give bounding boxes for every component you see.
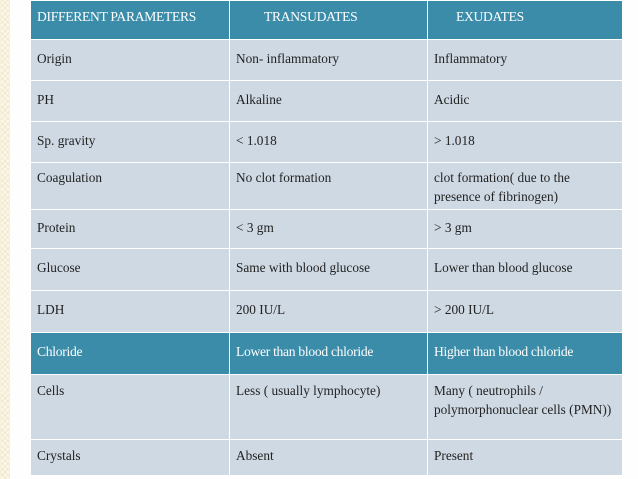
cell-transudates: < 1.018 — [229, 121, 428, 163]
cell-exudates: > 3 gm — [427, 209, 623, 249]
cell-transudates: Less ( usually lymphocyte) — [229, 374, 428, 440]
table-row-coagulation: Coagulation No clot formation clot forma… — [30, 162, 623, 210]
cell-transudates: < 3 gm — [229, 209, 428, 249]
cell-exudates: Inflammatory — [427, 39, 623, 81]
cell-exudates: Lower than blood glucose — [427, 248, 623, 291]
table-row-ldh: LDH 200 IU/L > 200 IU/L — [30, 290, 623, 333]
cell-transudates: No clot formation — [229, 162, 428, 210]
header-parameters: DIFFERENT PARAMETERS — [30, 0, 230, 40]
cell-exudates: clot formation( due to the presence of f… — [427, 162, 623, 210]
cell-parameter: Glucose — [30, 248, 230, 291]
cell-parameter: Origin — [30, 39, 230, 81]
cell-parameter: Crystals — [30, 439, 230, 476]
table-row-glucose: Glucose Same with blood glucose Lower th… — [30, 248, 623, 291]
cell-transudates: 200 IU/L — [229, 290, 428, 333]
table-row-ph: PH Alkaline Acidic — [30, 80, 623, 122]
table-row-cells: Cells Less ( usually lymphocyte) Many ( … — [30, 374, 623, 440]
cell-parameter: Cells — [30, 374, 230, 440]
cell-exudates: Present — [427, 439, 623, 476]
slide-panel: DIFFERENT PARAMETERS TRANSUDATES EXUDATE… — [10, 0, 638, 479]
cell-parameter: Protein — [30, 209, 230, 249]
header-exudates: EXUDATES — [427, 0, 623, 40]
header-transudates: TRANSUDATES — [229, 0, 428, 40]
table-row-protein: Protein < 3 gm > 3 gm — [30, 209, 623, 249]
table-header-row: DIFFERENT PARAMETERS TRANSUDATES EXUDATE… — [30, 0, 623, 40]
comparison-table: DIFFERENT PARAMETERS TRANSUDATES EXUDATE… — [30, 0, 623, 476]
cell-exudates: Higher than blood chloride — [427, 332, 623, 375]
cell-transudates: Same with blood glucose — [229, 248, 428, 291]
cell-parameter: Chloride — [30, 332, 230, 375]
cell-transudates: Non- inflammatory — [229, 39, 428, 81]
table-row-sp-gravity: Sp. gravity < 1.018 > 1.018 — [30, 121, 623, 163]
table-row-chloride: Chloride Lower than blood chloride Highe… — [30, 332, 623, 375]
cell-exudates: Acidic — [427, 80, 623, 122]
cell-parameter: Sp. gravity — [30, 121, 230, 163]
cell-parameter: Coagulation — [30, 162, 230, 210]
cell-transudates: Absent — [229, 439, 428, 476]
table-row-crystals: Crystals Absent Present — [30, 439, 623, 476]
table-row-origin: Origin Non- inflammatory Inflammatory — [30, 39, 623, 81]
cell-exudates: > 1.018 — [427, 121, 623, 163]
cell-transudates: Alkaline — [229, 80, 428, 122]
cell-transudates: Lower than blood chloride — [229, 332, 428, 375]
cell-parameter: LDH — [30, 290, 230, 333]
cell-exudates: Many ( neutrophils / polymorphonuclear c… — [427, 374, 623, 440]
cell-parameter: PH — [30, 80, 230, 122]
cell-exudates: > 200 IU/L — [427, 290, 623, 333]
